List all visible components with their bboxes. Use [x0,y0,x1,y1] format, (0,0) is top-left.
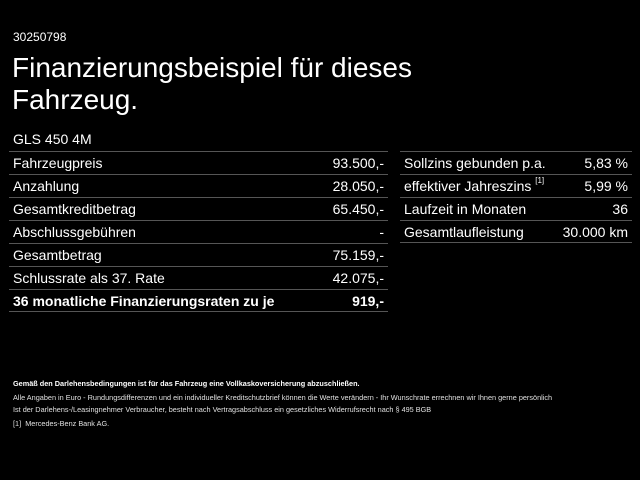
footnote-marker: [1] [13,419,22,428]
table-row: Sollzins gebunden p.a. 5,83 % [400,151,632,174]
row-value: 30.000 km [562,223,628,240]
row-label: Gesamtkreditbetrag [13,201,136,217]
disclaimer-line-1: Alle Angaben in Euro - Rundungsdifferenz… [13,393,553,402]
row-label: Gesamtbetrag [13,247,102,263]
footnote-marker: [1] [535,176,545,185]
table-row: Schlussrate als 37. Rate 42.075,- [9,266,388,289]
insurance-note: Gemäß den Darlehensbedingungen ist für d… [13,379,360,388]
legal-notes: Gemäß den Darlehensbedingungen ist für d… [13,378,633,430]
table-row: Abschlussgebühren - [9,220,388,243]
table-row: Gesamtbetrag 75.159,- [9,243,388,266]
row-value: 919,- [352,292,384,309]
reference-id: 30250798 [13,30,67,44]
row-value: 36 [612,201,628,217]
table-row: Anzahlung 28.050,- [9,174,388,197]
table-row: Gesamtkreditbetrag 65.450,- [9,197,388,220]
vehicle-model: GLS 450 4M [13,131,92,147]
row-label: Anzahlung [13,178,80,194]
table-row: Laufzeit in Monaten 36 [400,197,632,220]
row-value: 42.075,- [332,270,384,286]
row-label: Sollzins gebunden p.a. [404,155,546,171]
footnote: [1] Mercedes-Benz Bank AG. [13,418,633,430]
monthly-rate-row: 36 monatliche Finanzierungsraten zu je 9… [9,289,388,312]
row-label: Laufzeit in Monaten [404,201,527,217]
financing-details-table: Fahrzeugpreis 93.500,- Anzahlung 28.050,… [9,151,388,312]
row-label: Gesamtlaufleistung [404,223,524,240]
footnote-text: Mercedes-Benz Bank AG. [25,419,110,428]
row-value: 5,83 % [584,155,628,171]
row-label: Abschlussgebühren [13,224,136,240]
row-value: 75.159,- [332,247,384,263]
row-label: Schlussrate als 37. Rate [13,270,165,286]
table-row: Fahrzeugpreis 93.500,- [9,151,388,174]
row-value: 5,99 % [584,178,628,194]
row-label: 36 monatliche Finanzierungsraten zu je [13,292,275,309]
page-title: Finanzierungsbeispiel für dieses Fahrzeu… [12,52,412,115]
row-label-wrap: effektiver Jahreszins [1] [404,176,545,194]
table-row: effektiver Jahreszins [1] 5,99 % [400,174,632,197]
row-value: 28.050,- [332,178,384,194]
table-row: Gesamtlaufleistung 30.000 km [400,220,632,243]
disclaimer-line-2: Ist der Darlehens-/Leasingnehmer Verbrau… [13,405,432,414]
row-label: Fahrzeugpreis [13,155,103,171]
row-label: effektiver Jahreszins [404,178,532,194]
row-value: - [379,224,384,240]
interest-details-table: Sollzins gebunden p.a. 5,83 % effektiver… [400,151,632,243]
row-value: 93.500,- [332,155,384,171]
row-value: 65.450,- [332,201,384,217]
